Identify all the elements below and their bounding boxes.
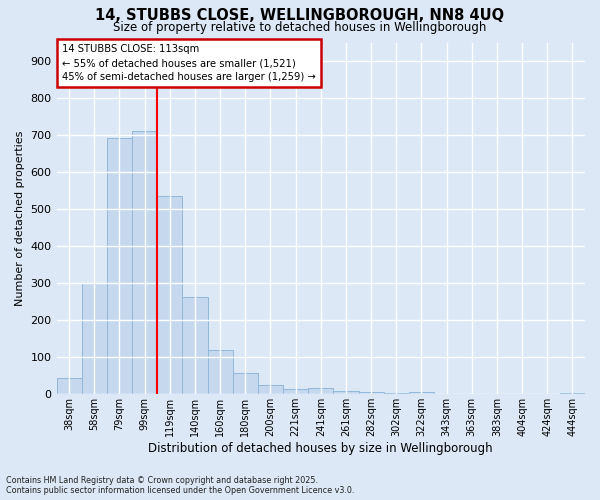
Text: Size of property relative to detached houses in Wellingborough: Size of property relative to detached ho… bbox=[113, 21, 487, 34]
Bar bbox=[334, 392, 359, 394]
Bar bbox=[560, 393, 585, 394]
Bar bbox=[233, 373, 258, 394]
Bar bbox=[182, 298, 208, 394]
Y-axis label: Number of detached properties: Number of detached properties bbox=[15, 130, 25, 306]
Bar bbox=[107, 138, 132, 394]
Bar bbox=[132, 132, 157, 394]
Bar bbox=[359, 392, 383, 394]
Text: 14, STUBBS CLOSE, WELLINGBOROUGH, NN8 4UQ: 14, STUBBS CLOSE, WELLINGBOROUGH, NN8 4U… bbox=[95, 8, 505, 22]
Bar bbox=[283, 390, 308, 394]
Bar bbox=[258, 385, 283, 394]
Bar bbox=[82, 283, 107, 395]
Text: Contains HM Land Registry data © Crown copyright and database right 2025.
Contai: Contains HM Land Registry data © Crown c… bbox=[6, 476, 355, 495]
Text: 14 STUBBS CLOSE: 113sqm
← 55% of detached houses are smaller (1,521)
45% of semi: 14 STUBBS CLOSE: 113sqm ← 55% of detache… bbox=[62, 44, 316, 82]
Bar bbox=[157, 196, 182, 394]
Bar bbox=[409, 392, 434, 394]
Bar bbox=[56, 378, 82, 394]
Bar bbox=[308, 388, 334, 394]
X-axis label: Distribution of detached houses by size in Wellingborough: Distribution of detached houses by size … bbox=[148, 442, 493, 455]
Bar bbox=[208, 350, 233, 395]
Bar bbox=[383, 393, 409, 394]
